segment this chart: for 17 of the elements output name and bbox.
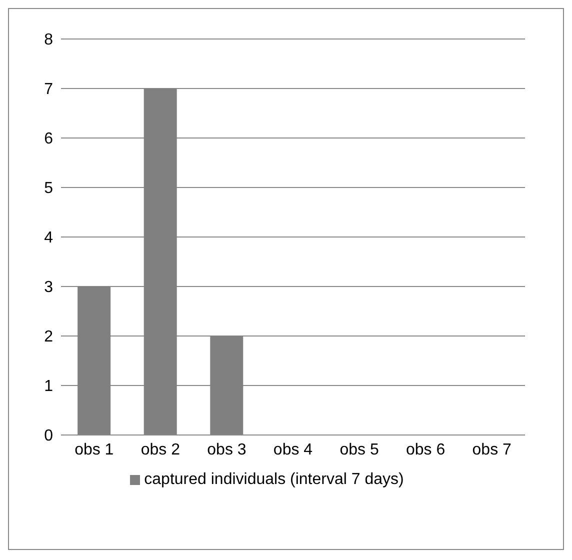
y-tick-label: 6 xyxy=(44,130,54,148)
x-tick-label: obs 4 xyxy=(273,441,313,458)
legend-label: captured individuals (interval 7 days) xyxy=(144,471,404,488)
x-tick-label: obs 2 xyxy=(140,441,180,458)
y-tick-label: 8 xyxy=(44,32,54,49)
y-tick-label: 7 xyxy=(44,81,54,98)
y-tick-label: 3 xyxy=(44,279,54,296)
x-tick-label: obs 5 xyxy=(340,441,379,458)
y-tick-label: 5 xyxy=(44,180,54,198)
x-tick-label: obs 1 xyxy=(74,441,114,458)
y-tick-label: 4 xyxy=(44,230,54,247)
y-tick-label: 0 xyxy=(44,428,54,445)
y-tick-label: 2 xyxy=(44,328,54,346)
y-tick-label: 1 xyxy=(44,378,54,396)
x-tick-label: obs 7 xyxy=(472,441,512,458)
x-tick-label: obs 6 xyxy=(406,441,446,458)
x-tick-label: obs 3 xyxy=(207,441,246,458)
